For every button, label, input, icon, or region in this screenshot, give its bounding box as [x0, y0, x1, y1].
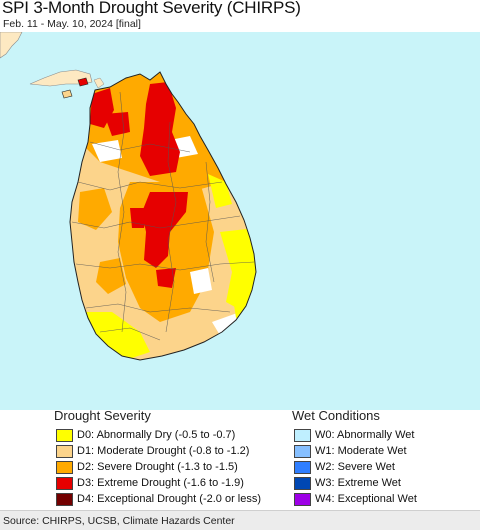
india-landmass [0, 32, 23, 59]
legend-swatch-d2 [56, 460, 73, 474]
legend-item-d1: D1: Moderate Drought (-0.8 to -1.2) [56, 443, 249, 459]
legend-label: W3: Extreme Wet [315, 477, 401, 489]
legend-item-d2: D2: Severe Drought (-1.3 to -1.5) [56, 459, 238, 475]
legend-swatch-d0 [56, 428, 73, 442]
legend-item-w4: W4: Exceptional Wet [294, 491, 417, 507]
legend-swatch-w2 [294, 460, 311, 474]
offshore-island [61, 89, 73, 99]
offshore-island [77, 77, 89, 87]
legend-swatch-w0 [294, 428, 311, 442]
legend-item-w0: W0: Abnormally Wet [294, 427, 414, 443]
legend-item-d3: D3: Extreme Drought (-1.6 to -1.9) [56, 475, 244, 491]
drought-map [0, 32, 480, 410]
legend-label: W1: Moderate Wet [315, 445, 407, 457]
legend-item-w2: W2: Severe Wet [294, 459, 395, 475]
coastline [69, 71, 257, 361]
source-footer: Source: CHIRPS, UCSB, Climate Hazards Ce… [0, 510, 480, 530]
adams-bridge [93, 77, 105, 89]
map-title: SPI 3-Month Drought Severity (CHIRPS) [2, 0, 301, 17]
legend-label: W2: Severe Wet [315, 461, 395, 473]
legend-swatch-w3 [294, 476, 311, 490]
india-landmass-point [29, 69, 93, 87]
map-date-range: Feb. 11 - May. 10, 2024 [final] [3, 18, 141, 30]
legend-item-w3: W3: Extreme Wet [294, 475, 401, 491]
wet-legend-title: Wet Conditions [292, 408, 380, 423]
legend-label: W0: Abnormally Wet [315, 429, 415, 441]
legend-label: D3: Extreme Drought (-1.6 to -1.9) [77, 477, 244, 489]
legend-swatch-d4 [56, 492, 73, 506]
legend-swatch-w1 [294, 444, 311, 458]
legend-swatch-d3 [56, 476, 73, 490]
legend-label: D2: Severe Drought (-1.3 to -1.5) [77, 461, 238, 473]
legend-item-w1: W1: Moderate Wet [294, 443, 407, 459]
legend-label: W4: Exceptional Wet [315, 493, 417, 505]
legend-item-d0: D0: Abnormally Dry (-0.5 to -0.7) [56, 427, 235, 443]
legend-swatch-w4 [294, 492, 311, 506]
drought-legend-title: Drought Severity [54, 408, 151, 423]
legend-label: D4: Exceptional Drought (-2.0 or less) [77, 493, 262, 505]
district-boundaries [71, 91, 255, 341]
legend-label: D0: Abnormally Dry (-0.5 to -0.7) [77, 429, 236, 441]
legend-swatch-d1 [56, 444, 73, 458]
legend-item-d4: D4: Exceptional Drought (-2.0 or less) [56, 491, 261, 507]
legend-label: D1: Moderate Drought (-0.8 to -1.2) [77, 445, 250, 457]
